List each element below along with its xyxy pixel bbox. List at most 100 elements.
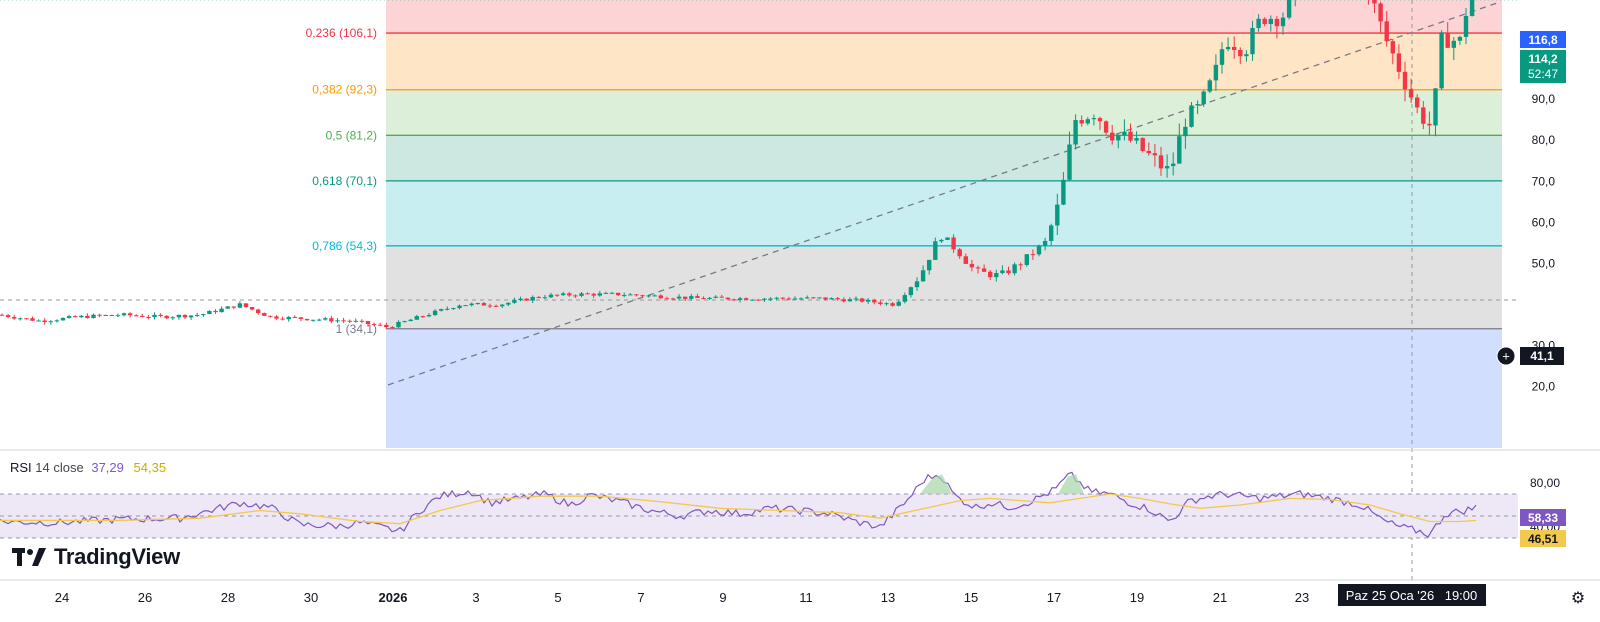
crosshair-price-label: 41,1 [1530,349,1554,363]
candle-body [817,297,822,299]
candle-body [1274,18,1280,27]
candle-body [994,273,999,278]
candle-body [640,295,645,297]
candle-body [1463,15,1469,37]
candle-body [756,299,761,301]
candle-body [1055,204,1060,226]
candle-body [323,318,328,320]
candle-body [408,319,413,322]
candle-body [79,315,84,318]
candle-body [1128,131,1133,141]
candle-body [914,281,920,288]
candle-body [140,315,145,317]
candle-body [902,295,907,302]
candle-body [646,295,651,297]
candle-body [420,316,426,318]
candle-body [609,292,615,294]
candle-body [1140,138,1145,151]
candle-body [1067,144,1072,180]
rsi-overbought-fill [920,474,952,494]
candle-body [219,308,224,313]
candle-body [1408,89,1414,98]
candle-body [237,303,243,308]
rsi-value-badge [1520,509,1566,526]
candle-body [731,299,737,301]
candle-body [975,267,981,269]
candle-body [774,297,779,299]
fib-trend-line [387,1,1501,386]
rsi-params: 14 close [35,460,84,475]
time-axis-tick: 13 [881,590,895,605]
candle-body [896,301,901,306]
candle-body [1024,254,1029,265]
candle-body [414,316,419,320]
candle-body [1006,270,1011,274]
candle-body [445,308,450,310]
candle-body [634,294,639,296]
candle-body [225,306,230,309]
candle-body [463,305,468,307]
candle-body [1250,27,1255,55]
candle-body [1238,50,1243,57]
gear-icon[interactable]: ⚙ [1570,590,1586,607]
candle-body [188,315,194,318]
logo-text: TradingView [54,544,180,569]
candle-body [506,302,511,305]
crosshair-date-label: Paz 25 Oca '26 [1346,588,1434,603]
candle-body [1372,0,1377,4]
candle-body [256,309,261,313]
candle-body [701,297,706,300]
candle-body [579,293,584,296]
tradingview-logo-icon [12,548,46,566]
time-axis-tick: 21 [1213,590,1227,605]
candle-body [1042,240,1048,246]
candle-body [805,297,810,299]
candle-body [1256,18,1261,28]
candle-body [341,320,346,322]
fib-zone [386,245,1502,329]
candle-body [146,316,151,318]
fib-level-label: 0,382 (92,3) [312,83,377,97]
candle-body [591,293,596,296]
candle-body [780,297,785,299]
time-axis-tick: 28 [221,590,235,605]
candle-body [1183,126,1188,137]
candle-body [1085,119,1090,124]
candle-body [951,237,956,250]
candle-body [1091,118,1097,120]
candle-body [536,296,541,298]
price-axis-tick: 20,0 [1532,380,1556,394]
candle-body [457,305,462,309]
candle-body [481,303,487,306]
candle-body [853,298,859,300]
candle-body [1122,131,1127,136]
rsi-legend: RSI 14 close 37,29 54,35 [10,460,166,475]
rsi-axis-tick: 80,00 [1530,476,1560,490]
candle-body [744,298,749,300]
candle-body [493,305,499,307]
candle-body [274,316,279,319]
candle-body [12,316,17,319]
candle-body [365,321,371,325]
candle-body [1415,97,1420,108]
candle-body [1000,270,1005,274]
candle-body [1439,32,1444,89]
candle-body [939,239,944,242]
candle-body [835,298,840,300]
candle-body [585,293,590,295]
rsi-ma-value: 54,35 [133,460,167,475]
rsi-ma-line [0,493,1477,525]
candle-body [231,306,236,308]
price-axis-tick: 80,0 [1532,133,1556,147]
candle-body [1286,0,1292,18]
candle-body [518,298,523,301]
crosshair-time-badge [1338,584,1486,606]
candle-body [829,298,834,300]
candle-body [1110,132,1115,141]
candle-body [622,295,627,297]
candle-body [1158,155,1164,169]
current-price-badge [1520,50,1566,83]
candle-body [451,308,456,310]
bar-countdown-label: 52:47 [1528,67,1558,81]
